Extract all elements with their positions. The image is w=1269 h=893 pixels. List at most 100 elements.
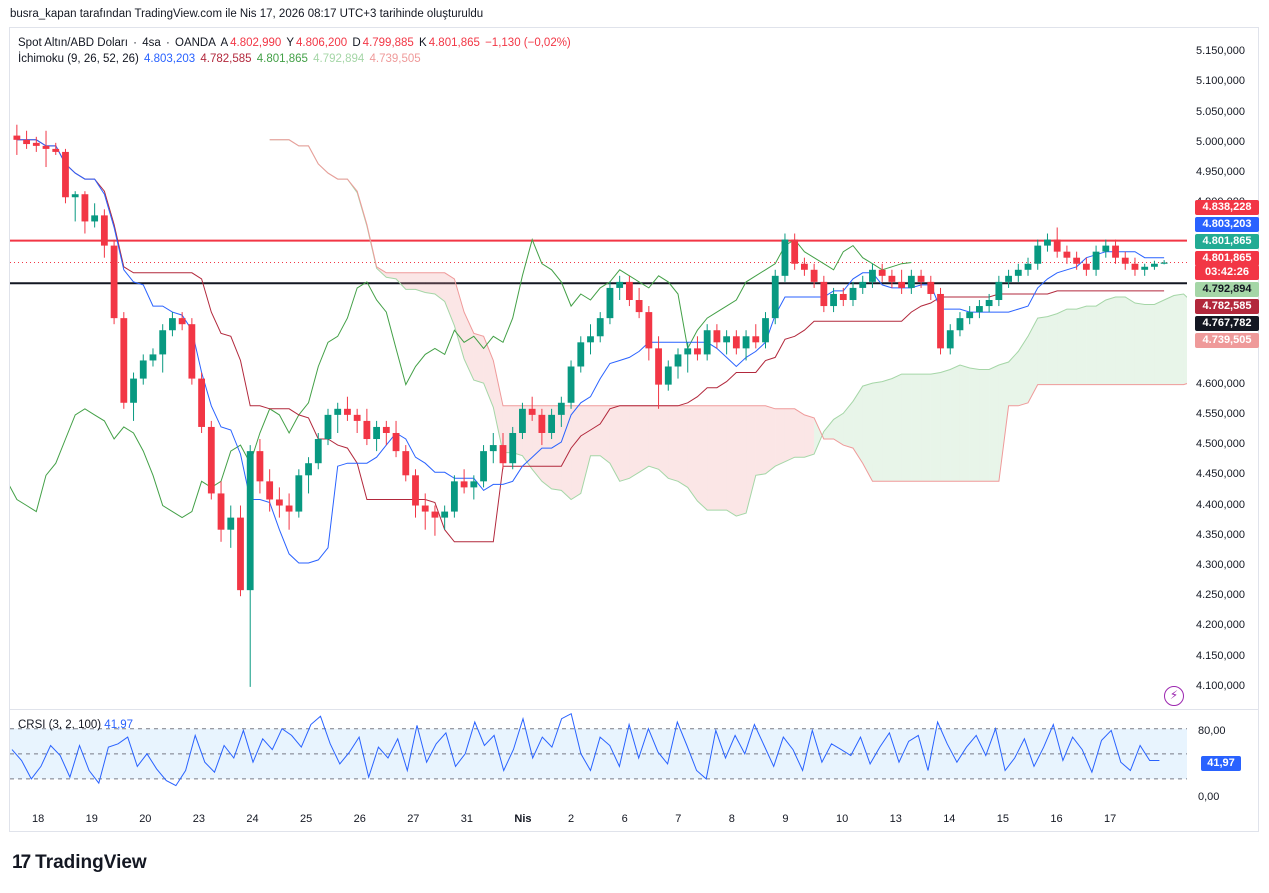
candle[interactable] [373, 420, 381, 452]
candle[interactable] [557, 396, 565, 427]
candle[interactable] [937, 287, 944, 355]
candle[interactable] [830, 287, 837, 313]
candle[interactable] [713, 324, 721, 349]
candle[interactable] [723, 330, 731, 355]
candle[interactable] [1151, 260, 1158, 270]
lightning-icon[interactable]: ⚡ [1164, 686, 1184, 706]
candle[interactable] [645, 306, 653, 361]
candle[interactable] [139, 354, 147, 385]
candle[interactable] [956, 312, 964, 337]
candle[interactable] [655, 336, 662, 409]
candle[interactable] [1034, 239, 1042, 270]
price-chart[interactable] [10, 28, 1187, 705]
symbol-name[interactable]: Spot Altın/ABD Doları [18, 37, 128, 49]
candle[interactable] [62, 148, 69, 204]
candle[interactable] [188, 318, 196, 385]
candle[interactable] [664, 360, 672, 391]
candle[interactable] [431, 505, 439, 536]
candle[interactable] [771, 269, 779, 325]
candle[interactable] [81, 191, 89, 234]
candle[interactable] [1063, 245, 1071, 264]
candle[interactable] [694, 336, 701, 361]
candle[interactable] [412, 469, 419, 518]
candle[interactable] [596, 312, 604, 343]
candle[interactable] [130, 372, 137, 421]
candle[interactable] [295, 469, 303, 518]
candle[interactable] [966, 306, 974, 325]
candle[interactable] [344, 396, 351, 421]
candle[interactable] [23, 130, 30, 149]
candle[interactable] [91, 203, 99, 228]
candle[interactable] [324, 408, 332, 446]
ichimoku-label[interactable]: İchimoku (9, 26, 52, 26) [18, 53, 139, 65]
candle[interactable] [1014, 263, 1022, 282]
candle[interactable] [528, 396, 536, 421]
candle[interactable] [703, 324, 711, 361]
candle[interactable] [237, 505, 244, 597]
candle[interactable] [752, 324, 760, 349]
candle[interactable] [625, 275, 633, 307]
candle[interactable] [976, 300, 983, 319]
candle[interactable] [674, 348, 682, 379]
candle[interactable] [616, 275, 624, 301]
candle[interactable] [1141, 263, 1149, 276]
candle[interactable] [42, 130, 50, 168]
candle[interactable] [1044, 233, 1051, 252]
candle[interactable] [869, 263, 876, 288]
crsi-chart[interactable] [10, 712, 1187, 804]
candle[interactable] [149, 348, 157, 367]
candle[interactable] [810, 263, 818, 288]
candle[interactable] [519, 402, 526, 440]
candle[interactable] [791, 233, 799, 270]
candle[interactable] [1121, 251, 1129, 270]
candle[interactable] [32, 136, 40, 152]
candle[interactable] [120, 312, 128, 409]
candle[interactable] [606, 281, 614, 325]
candle[interactable] [742, 330, 750, 361]
pane-divider[interactable] [10, 709, 1258, 710]
candle[interactable] [946, 324, 954, 355]
candle[interactable] [1160, 260, 1168, 265]
candle[interactable] [635, 287, 643, 319]
candle[interactable] [52, 142, 60, 155]
candle[interactable] [314, 432, 322, 470]
candle[interactable] [13, 124, 21, 155]
candle[interactable] [1102, 239, 1110, 258]
candle[interactable] [567, 360, 575, 409]
candle[interactable] [441, 505, 449, 530]
candle[interactable] [480, 445, 487, 488]
candle[interactable] [256, 439, 264, 494]
candle[interactable] [363, 408, 371, 446]
candle[interactable] [421, 493, 429, 530]
candle[interactable] [217, 481, 225, 542]
candle[interactable] [548, 408, 556, 440]
candle[interactable] [577, 336, 585, 373]
candle[interactable] [820, 275, 828, 313]
candle[interactable] [198, 372, 205, 433]
candle[interactable] [839, 287, 847, 307]
tradingview-logo[interactable]: 17 TradingView [12, 852, 147, 874]
candle[interactable] [402, 445, 410, 482]
candle[interactable] [178, 312, 186, 331]
candle[interactable] [227, 505, 235, 548]
candle[interactable] [849, 281, 857, 307]
candle[interactable] [305, 457, 312, 494]
crsi-label[interactable]: CRSI (3, 2, 100) [18, 719, 102, 731]
candle[interactable] [275, 487, 283, 518]
candle[interactable] [489, 432, 497, 464]
candle[interactable] [110, 239, 118, 325]
candle[interactable] [859, 275, 867, 294]
candle[interactable] [684, 342, 692, 373]
candle[interactable] [888, 269, 896, 288]
candle[interactable] [169, 312, 176, 337]
candle[interactable] [927, 275, 935, 301]
candle[interactable] [985, 293, 993, 313]
candle[interactable] [917, 269, 925, 288]
candle[interactable] [1024, 257, 1032, 276]
candle[interactable] [353, 408, 361, 433]
candle[interactable] [285, 493, 293, 530]
candle[interactable] [762, 312, 769, 349]
candle[interactable] [460, 469, 468, 494]
candle[interactable] [1053, 227, 1061, 258]
candle[interactable] [509, 426, 517, 470]
